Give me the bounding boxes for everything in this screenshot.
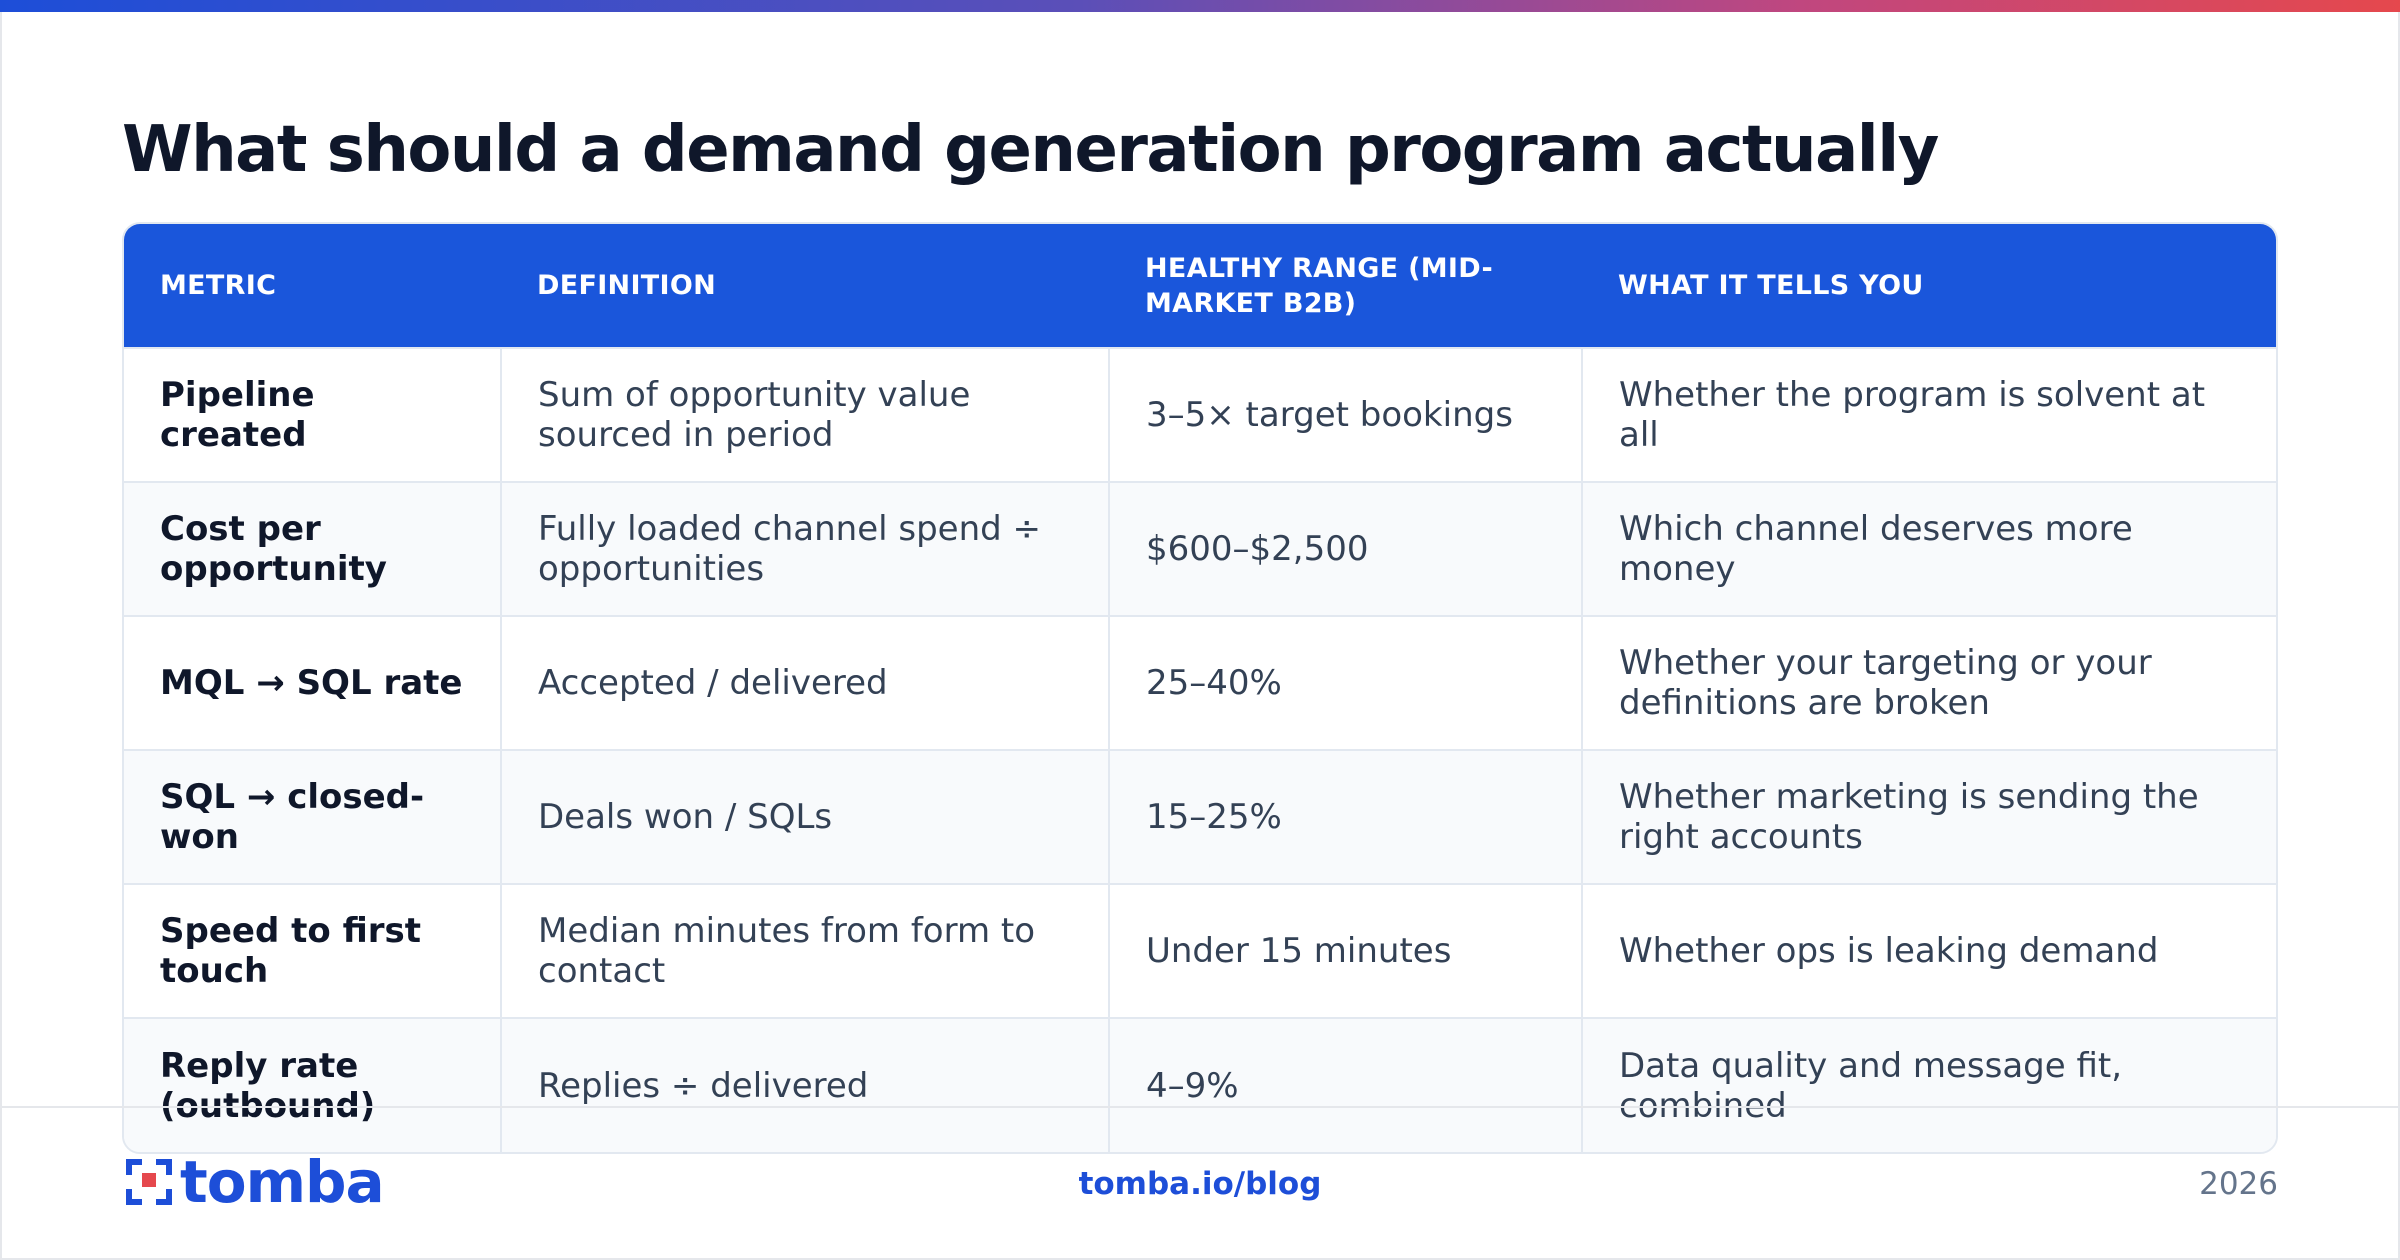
- range-cell: 4–9%: [1108, 1017, 1582, 1152]
- definition-cell: Median minutes from form to contact: [500, 883, 1109, 1018]
- metric-cell: Pipeline created: [124, 347, 501, 482]
- header-what-it-tells-you: WHAT IT TELLS YOU: [1582, 224, 2276, 348]
- header-metric: METRIC: [124, 224, 501, 348]
- definition-cell: Deals won / SQLs: [500, 749, 1109, 884]
- footer-year: 2026: [2199, 1166, 2278, 1202]
- range-cell: Under 15 minutes: [1108, 883, 1582, 1018]
- table-row: Reply rate (outbound) Replies ÷ delivere…: [124, 1017, 2276, 1152]
- table-row: Pipeline created Sum of opportunity valu…: [124, 347, 2276, 482]
- insight-cell: Whether your targeting or your definitio…: [1581, 615, 2276, 750]
- footer-divider: [0, 1106, 2400, 1108]
- table-row: Speed to first touch Median minutes from…: [124, 883, 2276, 1018]
- range-cell: 25–40%: [1108, 615, 1582, 750]
- metric-cell: Speed to first touch: [124, 883, 501, 1018]
- range-cell: 3–5× target bookings: [1108, 347, 1582, 482]
- metric-cell: Reply rate (outbound): [124, 1017, 501, 1152]
- range-cell: $600–$2,500: [1108, 481, 1582, 616]
- table-header-row: METRIC DEFINITION HEALTHY RANGE (MID-MAR…: [124, 224, 2276, 348]
- definition-cell: Sum of opportunity value sourced in peri…: [500, 347, 1109, 482]
- insight-cell: Data quality and message fit, combined: [1581, 1017, 2276, 1152]
- definition-cell: Replies ÷ delivered: [500, 1017, 1109, 1152]
- top-gradient-bar: [0, 0, 2400, 12]
- metric-cell: SQL → closed-won: [124, 749, 501, 884]
- header-definition: DEFINITION: [501, 224, 1109, 348]
- page-title: What should a demand generation program …: [122, 113, 1939, 187]
- definition-cell: Fully loaded channel spend ÷ opportuniti…: [500, 481, 1109, 616]
- metric-cell: Cost per opportunity: [124, 481, 501, 616]
- logo-wordmark: tomba: [180, 1148, 385, 1216]
- header-healthy-range: HEALTHY RANGE (MID-MARKET B2B): [1109, 224, 1582, 348]
- definition-cell: Accepted / delivered: [500, 615, 1109, 750]
- insight-cell: Whether ops is leaking demand: [1581, 883, 2276, 1018]
- table-row: MQL → SQL rate Accepted / delivered 25–4…: [124, 615, 2276, 750]
- tomba-logo-mark-icon: [126, 1159, 172, 1205]
- insight-cell: Whether marketing is sending the right a…: [1581, 749, 2276, 884]
- metric-cell: MQL → SQL rate: [124, 615, 501, 750]
- table-row: SQL → closed-won Deals won / SQLs 15–25%…: [124, 749, 2276, 884]
- insight-cell: Whether the program is solvent at all: [1581, 347, 2276, 482]
- table-row: Cost per opportunity Fully loaded channe…: [124, 481, 2276, 616]
- metrics-table-card: METRIC DEFINITION HEALTHY RANGE (MID-MAR…: [122, 222, 2278, 1154]
- footer-url-link[interactable]: tomba.io/blog: [1078, 1166, 1322, 1202]
- tomba-logo[interactable]: tomba: [122, 1148, 385, 1216]
- insight-cell: Which channel deserves more money: [1581, 481, 2276, 616]
- range-cell: 15–25%: [1108, 749, 1582, 884]
- metrics-table: METRIC DEFINITION HEALTHY RANGE (MID-MAR…: [124, 224, 2276, 1152]
